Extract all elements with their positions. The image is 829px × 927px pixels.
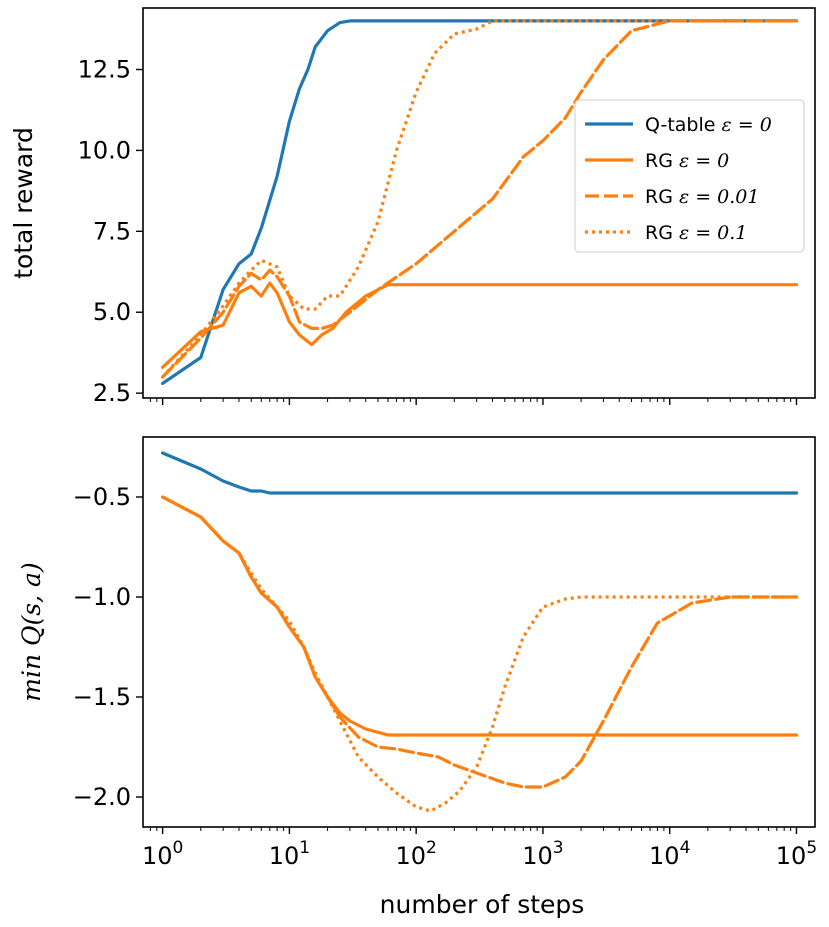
bottom-y-ticks: −2.0 −1.5 −1.0 −0.5 <box>73 483 143 811</box>
x-tick-label: 102 <box>395 838 436 870</box>
legend-entry-label: RG ε = 0.1 <box>645 222 747 244</box>
bottom-plot-frame <box>142 436 816 828</box>
x-tick-label: 104 <box>649 838 690 870</box>
legend-entry-label: RG ε = 0.01 <box>645 186 759 208</box>
top-x-ticks <box>149 398 798 405</box>
top-plot-frame <box>142 7 816 399</box>
legend-frame <box>574 99 805 253</box>
bottom-series-line <box>161 495 797 813</box>
top-series-lines <box>161 19 799 385</box>
bottom-y-tick-label: −1.5 <box>73 683 131 711</box>
x-tick-label: 103 <box>522 838 563 870</box>
legend-entry-label: RG ε = 0 <box>645 150 729 172</box>
top-series-line <box>161 281 799 369</box>
bottom-x-ticks: 100 101 102 103 104 105 <box>142 827 817 870</box>
bottom-y-tick-label: −0.5 <box>73 483 131 511</box>
legend-entry-label: Q-table ε = 0 <box>645 114 772 136</box>
x-tick-label: 101 <box>269 838 310 870</box>
bottom-plot-area <box>143 437 815 827</box>
top-y-tick-label: 10.0 <box>78 136 131 164</box>
top-panel: 2.5 5.0 7.5 10.0 12.5 total reward Q-table ε… <box>9 7 816 407</box>
bottom-series-lines <box>161 451 799 813</box>
bottom-y-axis-label-text: min Q(s, a) <box>17 562 46 701</box>
bottom-series-line <box>161 495 799 789</box>
top-y-tick-label: 12.5 <box>78 55 131 83</box>
top-series-line <box>161 19 799 379</box>
top-y-tick-label: 5.0 <box>93 298 131 326</box>
bottom-series-line <box>161 451 799 495</box>
bottom-y-tick-label: −1.0 <box>73 583 131 611</box>
bottom-y-axis-label: min Q(s, a) <box>17 562 46 701</box>
bottom-panel: −2.0 −1.5 −1.0 −0.5 100 101 102 103 104 105 min … <box>17 436 817 919</box>
top-series-line <box>161 19 797 379</box>
top-y-tick-label: 7.5 <box>93 217 131 245</box>
legend: Q-table ε = 0 RG ε = 0 RG ε = 0.01 RG ε = 0… <box>574 99 805 253</box>
bottom-x-axis-label: number of steps <box>380 890 585 919</box>
x-tick-label: 105 <box>776 838 817 870</box>
bottom-y-tick-label: −2.0 <box>73 783 131 811</box>
top-y-tick-label: 2.5 <box>93 379 131 407</box>
top-y-axis-label: total reward <box>9 127 38 279</box>
top-series-line <box>161 19 799 385</box>
x-tick-label: 100 <box>142 838 183 870</box>
top-y-ticks: 2.5 5.0 7.5 10.0 12.5 <box>78 55 143 407</box>
